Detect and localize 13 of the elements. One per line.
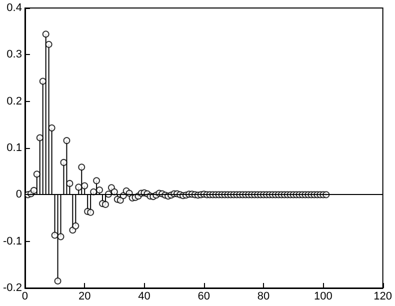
x-tick-label: 100 bbox=[314, 290, 332, 302]
y-tick-label: 0.2 bbox=[6, 95, 22, 108]
x-tick-label: 80 bbox=[257, 290, 270, 302]
y-tick-label: 0.3 bbox=[6, 48, 22, 61]
x-tick-label: 60 bbox=[198, 290, 210, 302]
y-tick-label: -0.2 bbox=[2, 282, 22, 294]
y-tick-label: 0.4 bbox=[6, 2, 22, 14]
y-tick-label: 0.1 bbox=[6, 142, 22, 154]
x-tick-label: 40 bbox=[138, 290, 150, 302]
x-tick-label: 120 bbox=[374, 290, 392, 302]
y-tick-label: 0 bbox=[16, 188, 22, 201]
y-tick-label: -0.1 bbox=[2, 235, 22, 248]
x-tick-label: 20 bbox=[78, 290, 91, 302]
